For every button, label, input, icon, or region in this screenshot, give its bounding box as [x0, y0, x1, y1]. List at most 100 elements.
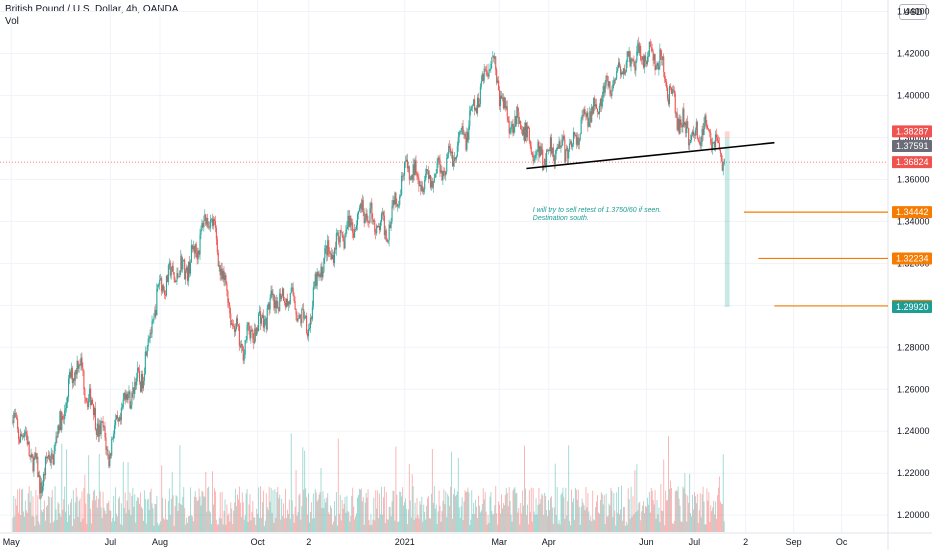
candle-body [559, 141, 561, 148]
candle-body [162, 285, 164, 292]
candle-body [145, 351, 147, 356]
volume-bar [363, 524, 365, 532]
candle-body [139, 370, 141, 382]
volume-bar [334, 501, 335, 532]
volume-bar [179, 445, 181, 532]
candle-body [551, 147, 553, 154]
currency-button[interactable]: USD [899, 4, 927, 20]
candle-body [343, 240, 345, 249]
candle-body [626, 51, 628, 62]
candle-body [715, 134, 718, 138]
candle-body [339, 230, 341, 243]
candle-body [606, 75, 608, 77]
volume-bar [217, 524, 219, 532]
candle-body [466, 131, 468, 150]
candle-body [15, 413, 17, 418]
candle-body [274, 300, 276, 309]
candle-body [335, 233, 337, 250]
candle-body [523, 127, 526, 142]
candle-body [451, 151, 453, 154]
candle-body [84, 388, 86, 398]
candle-body [300, 318, 302, 324]
candle-body [358, 207, 360, 212]
volume-bar [242, 502, 244, 532]
volume-bar [319, 492, 321, 532]
volume-bar [675, 490, 677, 532]
candle-body [178, 276, 180, 278]
candle-body [235, 328, 237, 333]
volume-bar [414, 502, 416, 532]
candle-body [301, 309, 303, 324]
volume-bar [329, 514, 331, 532]
volume-bar [718, 476, 720, 532]
volume-bar [243, 519, 245, 532]
volume-bar [258, 487, 260, 532]
volume-bar [53, 520, 55, 532]
candle-body [423, 189, 425, 193]
candle-body [394, 192, 396, 205]
volume-bar [205, 471, 207, 532]
volume-bar [629, 518, 631, 532]
candle-body [482, 73, 484, 81]
volume-bar [291, 500, 293, 532]
volume-bar [483, 499, 485, 532]
candle-body [203, 220, 205, 228]
volume-bar [284, 518, 285, 532]
candle-body [424, 180, 426, 190]
candle-body [198, 250, 200, 255]
volume-bar [540, 499, 542, 532]
candle-body [609, 81, 611, 94]
candle-body [619, 66, 622, 75]
candle-body [554, 153, 556, 164]
volume-bar [386, 519, 388, 532]
volume-bar [418, 518, 420, 532]
volume-bar [450, 486, 452, 532]
volume-bar [277, 486, 279, 532]
volume-bar [574, 487, 576, 532]
volume-bar [646, 507, 647, 532]
volume-bar [17, 489, 19, 532]
candle-body [689, 143, 691, 146]
volume-bar [201, 490, 203, 532]
volume-bar [400, 492, 402, 532]
volume-bar [469, 524, 471, 532]
candle-body [219, 265, 221, 276]
candle-body [672, 89, 674, 91]
candle-body [611, 90, 613, 96]
candle-body [526, 126, 528, 138]
volume-bar [711, 511, 713, 532]
candle-body [468, 126, 470, 140]
volume-bar [190, 487, 191, 532]
candle-body [302, 309, 304, 310]
volume-bar [574, 519, 575, 532]
candle-body [543, 165, 545, 170]
volume-bar [693, 509, 694, 532]
candle-body [480, 81, 482, 87]
volume-bar [360, 488, 362, 532]
volume-bar [116, 513, 117, 532]
candle-body [258, 313, 260, 332]
candle-body [391, 206, 393, 222]
volume-bar [368, 520, 370, 532]
volume-bar [321, 508, 323, 532]
volume-bar [72, 490, 74, 532]
volume-bar [642, 505, 644, 532]
candle-body [69, 372, 71, 378]
volume-bar [589, 520, 591, 532]
volume-bar [374, 520, 376, 532]
volume-bar [315, 492, 317, 532]
volume-bar [95, 495, 97, 532]
volume-bar [493, 513, 495, 532]
candle-body [648, 41, 650, 57]
candle-body [336, 232, 338, 234]
candle-body [83, 370, 85, 389]
volume-bar [306, 497, 308, 532]
candle-body [102, 421, 104, 428]
candle-body [163, 285, 165, 291]
candle-body [510, 126, 512, 129]
candle-body [254, 328, 256, 344]
candle-body [89, 388, 91, 399]
candle-body [723, 159, 725, 164]
volume-bar [396, 494, 398, 532]
